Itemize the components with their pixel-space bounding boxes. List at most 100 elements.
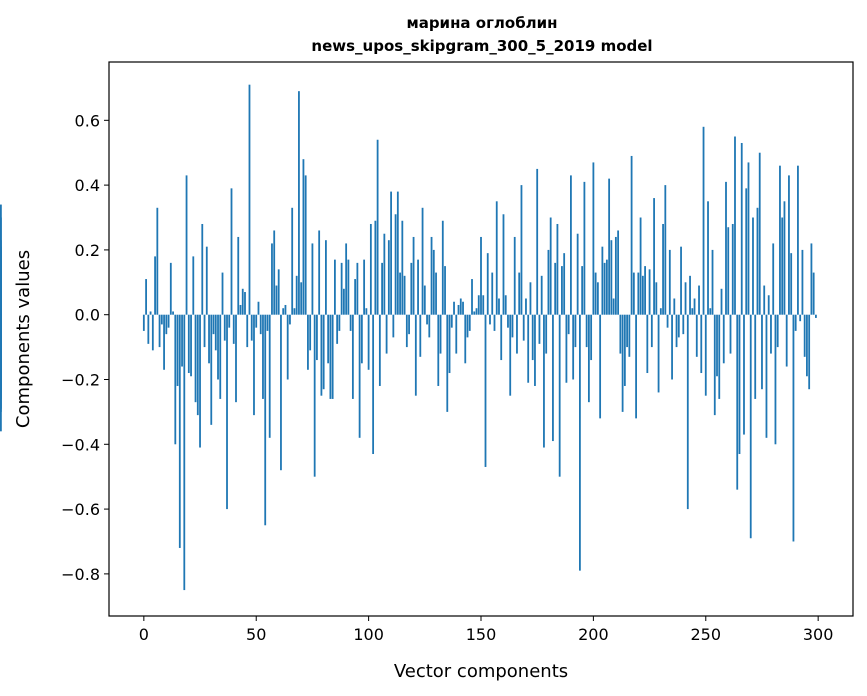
bar [441, 220, 444, 315]
bar [540, 275, 543, 315]
bar [803, 314, 806, 357]
bar [693, 298, 696, 315]
bar [527, 314, 530, 383]
bar [376, 139, 379, 315]
bar [612, 298, 615, 315]
bar [720, 288, 723, 315]
bar [747, 162, 750, 315]
x-tick-label: 200 [578, 625, 609, 644]
bar [783, 201, 786, 315]
bar [630, 155, 633, 315]
bar [752, 217, 754, 315]
bar [275, 285, 278, 315]
bar [594, 272, 597, 315]
bar [226, 314, 228, 510]
bar [230, 188, 233, 315]
bar [280, 314, 282, 471]
bar [529, 282, 532, 315]
bar [291, 207, 294, 315]
bar [740, 142, 743, 315]
bar [219, 314, 222, 399]
bar [412, 236, 415, 315]
bar [365, 308, 368, 315]
bar [581, 266, 584, 315]
x-tick-label: 250 [691, 625, 722, 644]
bar [538, 314, 541, 344]
bar [675, 314, 678, 348]
bar [729, 314, 732, 354]
bar [716, 314, 718, 377]
x-tick-label: 50 [246, 625, 266, 644]
bar [779, 165, 781, 315]
bar [801, 249, 804, 315]
bar [464, 314, 467, 364]
bar [0, 314, 2, 432]
bar [484, 314, 487, 467]
bar [621, 314, 624, 412]
bar [322, 314, 325, 390]
bar [232, 314, 235, 344]
bar [682, 314, 685, 335]
bar [394, 214, 397, 315]
x-tick-label: 100 [353, 625, 384, 644]
bar [318, 230, 321, 315]
bar [358, 314, 361, 438]
bar [486, 253, 489, 315]
bar [187, 314, 190, 374]
bar [603, 262, 606, 315]
bar [738, 314, 741, 455]
bar [147, 314, 150, 344]
bar [756, 207, 759, 315]
bar [250, 314, 253, 341]
bar [657, 314, 660, 393]
bar [316, 314, 318, 361]
bar [244, 292, 246, 315]
x-tick-label: 150 [466, 625, 497, 644]
bar [210, 314, 213, 425]
bar [354, 279, 357, 315]
bar [689, 275, 691, 315]
bar [399, 272, 401, 315]
bar [421, 207, 424, 315]
bar [579, 314, 581, 571]
bar [390, 191, 392, 315]
bar [590, 314, 593, 361]
bar [212, 314, 215, 335]
bar [190, 314, 192, 377]
bar [372, 314, 375, 455]
bar [432, 249, 435, 315]
bar [471, 279, 473, 315]
bar [239, 304, 242, 315]
bar [601, 246, 604, 315]
bar [545, 314, 548, 354]
bar [448, 314, 451, 374]
bar [338, 314, 341, 331]
bar [156, 207, 159, 315]
bar [754, 314, 757, 399]
bar [646, 314, 649, 374]
y-tick-label: 0.2 [75, 241, 100, 260]
bar [439, 314, 442, 354]
bar [547, 249, 550, 315]
bar [273, 230, 276, 315]
bar [664, 185, 667, 315]
bar [331, 314, 334, 399]
bar [635, 314, 637, 419]
chart-title: марина оглоблин [406, 14, 557, 32]
bar [401, 220, 404, 315]
bar [468, 314, 471, 331]
bar [414, 314, 417, 396]
bar [340, 262, 343, 315]
bar [810, 243, 813, 315]
bar [480, 236, 482, 315]
bar [165, 314, 168, 335]
bar [381, 262, 383, 315]
bar [457, 304, 460, 315]
bar [145, 279, 147, 315]
bar [142, 314, 145, 331]
bar [563, 253, 566, 315]
bar [655, 282, 658, 315]
bar [266, 314, 269, 331]
bar [700, 314, 703, 374]
bar [482, 295, 485, 315]
